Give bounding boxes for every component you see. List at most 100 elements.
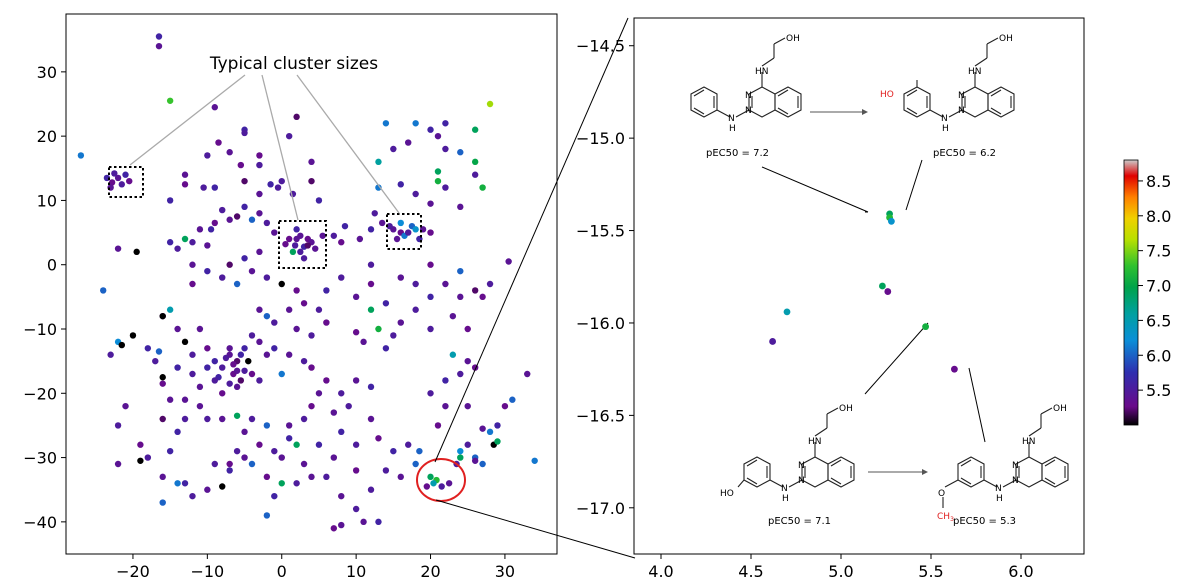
left-point <box>256 377 263 384</box>
left-point <box>152 357 159 365</box>
left-point <box>114 460 122 468</box>
mol-tl-oh: OH <box>786 34 800 44</box>
left-point <box>352 505 360 513</box>
mol-tr-nh: HN <box>968 67 982 77</box>
left-point <box>330 409 338 416</box>
left-point <box>352 293 360 301</box>
left-point <box>248 415 256 423</box>
left-point <box>330 525 338 532</box>
left-point <box>207 226 215 233</box>
left-point <box>181 396 189 403</box>
left-point <box>442 145 449 153</box>
left-point <box>442 120 449 127</box>
left-point <box>297 248 304 256</box>
annotation-line-2 <box>261 74 299 221</box>
left-point <box>204 486 211 493</box>
left-point <box>323 287 330 294</box>
left-point <box>237 377 245 384</box>
left-point <box>256 441 263 448</box>
right-point <box>783 308 791 316</box>
left-point <box>315 441 323 448</box>
left-point <box>256 338 263 346</box>
left-ytick-label: 0 <box>47 256 57 275</box>
colorbar-tick-label: 6.5 <box>1146 311 1171 330</box>
zoom-connector-bottom <box>435 499 636 559</box>
left-point <box>390 145 397 153</box>
left-point <box>226 460 233 468</box>
mol-tr-n-bottom: N <box>958 106 965 116</box>
left-point <box>189 239 196 246</box>
left-point <box>204 364 211 371</box>
left-point <box>241 203 248 211</box>
left-point <box>293 287 300 294</box>
left-point <box>464 325 471 333</box>
right-points <box>769 210 958 373</box>
colorbar-tick-label: 7.5 <box>1146 242 1171 261</box>
left-point <box>308 473 315 481</box>
left-point <box>397 219 404 227</box>
left-point <box>471 287 479 294</box>
mol-br-label: pEC50 = 5.3 <box>953 516 1016 527</box>
colorbar-tick-label: 6.0 <box>1146 346 1171 365</box>
left-point <box>293 480 300 487</box>
left-point <box>285 351 293 358</box>
left-point <box>237 161 245 169</box>
right-point <box>888 217 895 225</box>
left-point <box>114 174 122 182</box>
left-point <box>263 512 271 519</box>
left-point <box>200 184 207 191</box>
zoom-region-ellipse <box>416 458 466 502</box>
left-point <box>531 457 538 464</box>
left-xtick-label: −20 <box>116 562 150 581</box>
left-ytick-label: 10 <box>37 191 57 210</box>
mol-tr-label: pEC50 = 6.2 <box>933 148 996 159</box>
right-ytick-label: −14.5 <box>576 37 625 56</box>
left-point <box>371 210 378 217</box>
left-point <box>330 454 338 461</box>
left-point <box>219 206 226 214</box>
colorbar-tick-label: 8.0 <box>1146 207 1171 226</box>
left-xtick-label: 20 <box>420 562 440 581</box>
left-point <box>457 454 464 461</box>
left-point <box>256 152 263 159</box>
mol-tl-label: pEC50 = 7.2 <box>706 148 769 159</box>
left-point <box>248 267 256 275</box>
left-point <box>159 473 166 481</box>
arrow-bottom-head <box>922 469 928 475</box>
left-point <box>166 97 174 104</box>
molecule-bottom-right: O CH3 HN OH N N N H pEC50 = 5.3 <box>937 404 1069 527</box>
left-point <box>471 158 479 166</box>
left-point <box>118 341 125 349</box>
left-point <box>375 184 382 191</box>
left-point <box>278 280 285 288</box>
left-ytick-label: −20 <box>23 384 57 403</box>
left-point <box>263 473 271 481</box>
left-point <box>159 380 166 387</box>
left-point <box>256 190 263 198</box>
left-point <box>427 261 434 268</box>
left-point <box>285 435 293 442</box>
mol-tl-nh: HN <box>755 67 769 77</box>
left-point <box>230 361 237 368</box>
molecule-top-left: HN OH N N N H pEC50 = 7.2 <box>690 34 802 159</box>
left-point <box>211 357 218 365</box>
left-point <box>211 460 218 468</box>
left-point <box>457 293 464 301</box>
left-point <box>237 351 245 358</box>
left-point <box>222 354 230 362</box>
left-point <box>226 467 233 474</box>
left-point <box>434 168 442 175</box>
pointer-line-bottom-left <box>864 322 929 395</box>
left-point <box>412 280 419 288</box>
left-point <box>479 293 486 301</box>
left-point <box>129 332 137 339</box>
left-point <box>375 435 382 442</box>
left-point <box>308 177 315 185</box>
left-point <box>293 113 300 121</box>
left-point <box>267 181 274 188</box>
left-point <box>367 226 375 233</box>
mol-br-methyl: CH3 <box>937 512 954 523</box>
left-point <box>293 235 300 243</box>
left-point <box>256 161 263 169</box>
colorbar-tick-label: 7.0 <box>1146 277 1171 296</box>
